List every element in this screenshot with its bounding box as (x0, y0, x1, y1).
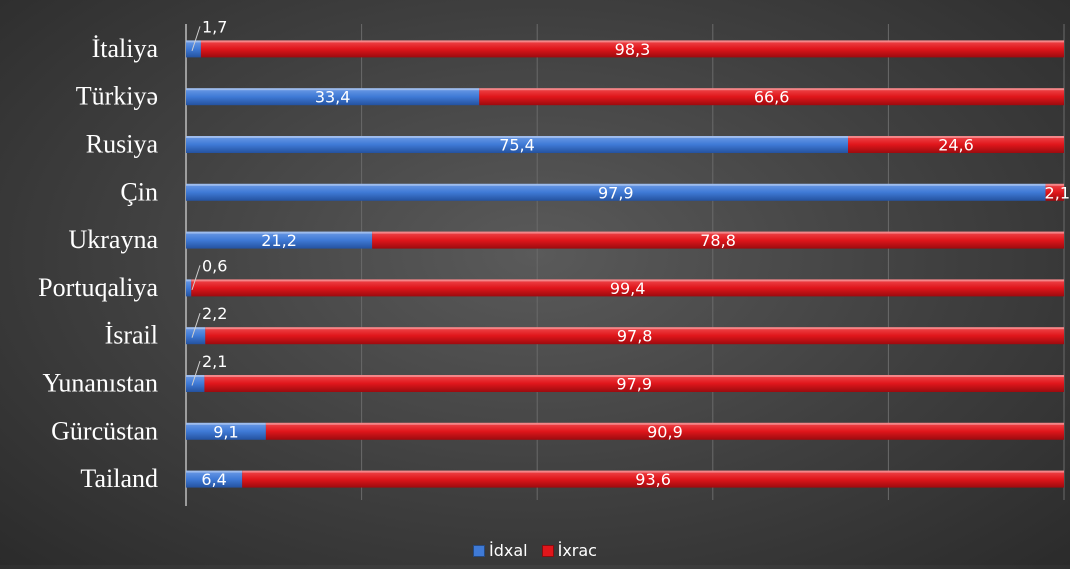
bar-ixrac (200, 40, 1064, 58)
category-label: Ukrayna (68, 225, 158, 254)
leader-line (191, 26, 201, 52)
data-label: 97,9 (598, 183, 634, 202)
bar-ixrac (204, 375, 1065, 392)
legend-item-idxal: İdxal (473, 541, 528, 560)
data-labels: 1,7 98,3 33,4 66,6 75,4 24,6 97,9 2,1 21,2 78,8 0,… (191, 17, 1070, 489)
bar-highlight (186, 183, 1046, 186)
data-label: 21,2 (261, 231, 297, 250)
category-label: İtaliya (92, 34, 159, 63)
bar-ixrac (479, 88, 1064, 106)
bar-ixrac (372, 231, 1064, 249)
bar-idxal (186, 422, 266, 440)
bar-highlight (265, 422, 1064, 425)
category-label: Gürcüstan (51, 416, 158, 445)
bar-highlight (479, 88, 1064, 91)
category-label: Tailand (80, 464, 158, 493)
category-labels: İtaliya Türkiyə Rusiya Çin Ukrayna Portuqaliy… (38, 34, 158, 493)
category-label: Rusiya (86, 130, 159, 159)
leader-line (191, 313, 201, 338)
legend-swatch-idxal (473, 544, 486, 557)
data-label: 2,2 (202, 304, 227, 323)
bar-ixrac (848, 136, 1064, 153)
bar-highlight (205, 327, 1065, 330)
data-label: 33,4 (315, 88, 351, 107)
data-label: 98,3 (615, 40, 651, 59)
bar-ixrac (265, 422, 1064, 440)
bar-idxal (186, 231, 373, 249)
data-label: 97,8 (617, 327, 653, 346)
data-label: 97,9 (616, 375, 652, 394)
leader-line (191, 360, 201, 386)
bar-idxal (186, 88, 480, 106)
bar-idxal (186, 470, 243, 488)
bar-highlight (186, 231, 373, 234)
bar-highlight (848, 136, 1064, 138)
category-label: Yunanıstan (42, 369, 158, 398)
legend-item-ixrac: İxrac (541, 541, 597, 560)
bar-idxal (186, 327, 206, 345)
data-label: 9,1 (213, 422, 238, 441)
legend-label-idxal: İdxal (489, 541, 528, 560)
bar-ixrac (205, 327, 1065, 345)
bar-ixrac (242, 470, 1064, 488)
category-label: Çin (120, 177, 158, 206)
data-label: 78,8 (700, 231, 736, 250)
bar-highlight (186, 136, 849, 138)
legend: İdxal İxrac (0, 541, 1070, 560)
bar-highlight (372, 231, 1064, 234)
leader-line (191, 265, 201, 291)
category-label: Portuqaliya (38, 273, 158, 302)
bar-highlight (186, 40, 201, 43)
data-label: 66,6 (754, 88, 790, 107)
data-label: 2,1 (1045, 183, 1070, 202)
category-label: İsrail (105, 321, 158, 350)
data-label: 90,9 (647, 422, 683, 441)
bar-highlight (191, 279, 1064, 282)
data-label: 6,4 (201, 470, 226, 489)
bar-highlight (1045, 183, 1064, 186)
bar-highlight (200, 40, 1064, 43)
bars (186, 40, 1065, 488)
bar-highlight (204, 375, 1065, 377)
data-label: 24,6 (938, 136, 974, 155)
data-label: 93,6 (635, 470, 671, 489)
bar-highlight (186, 88, 480, 91)
data-label: 2,1 (202, 352, 227, 371)
bar-highlight (186, 327, 206, 330)
bar-idxal (186, 279, 192, 297)
data-label: 75,4 (499, 136, 535, 155)
bar-highlight (186, 470, 243, 473)
legend-swatch-ixrac (541, 544, 554, 557)
bar-ixrac (1045, 183, 1064, 201)
bar-highlight (242, 470, 1064, 473)
data-label: 99,4 (610, 279, 646, 298)
bar-idxal (186, 136, 849, 153)
bar-idxal (186, 375, 205, 392)
data-label: 1,7 (202, 17, 227, 36)
bar-idxal (186, 40, 201, 58)
bar-idxal (186, 183, 1046, 201)
bar-highlight (186, 422, 266, 425)
bar-ixrac (191, 279, 1064, 297)
legend-label-ixrac: İxrac (557, 541, 597, 560)
bar-highlight (186, 279, 192, 282)
category-label: Türkiyə (76, 82, 158, 111)
data-label: 0,6 (202, 256, 227, 275)
